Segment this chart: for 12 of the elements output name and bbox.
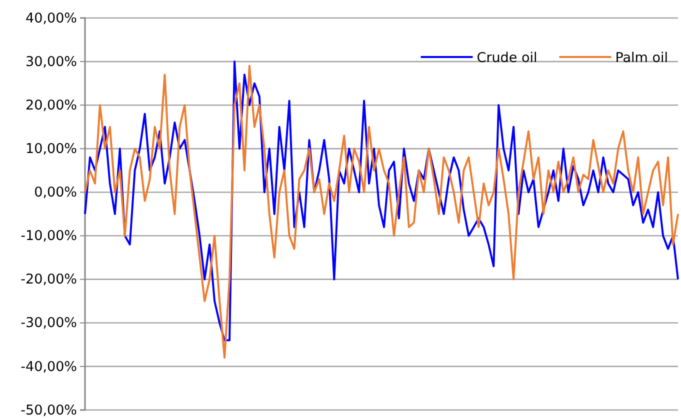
y-tick-label: -20,00% — [20, 272, 78, 288]
y-tick-label: -30,00% — [20, 315, 78, 332]
y-tick-label: -10,00% — [20, 228, 78, 244]
y-tick-label: -40,00% — [20, 358, 78, 375]
y-tick-label: 40,00% — [26, 10, 78, 26]
legend-label: Crude oil — [476, 50, 538, 66]
y-tick-label: 20,00% — [26, 97, 78, 114]
y-tick-label: 30,00% — [26, 54, 78, 70]
legend-label: Palm oil — [615, 50, 668, 66]
y-tick-label: 0,00% — [34, 184, 78, 201]
y-tick-label: 10,00% — [26, 140, 78, 157]
y-tick-label: -50,00% — [20, 402, 78, 418]
